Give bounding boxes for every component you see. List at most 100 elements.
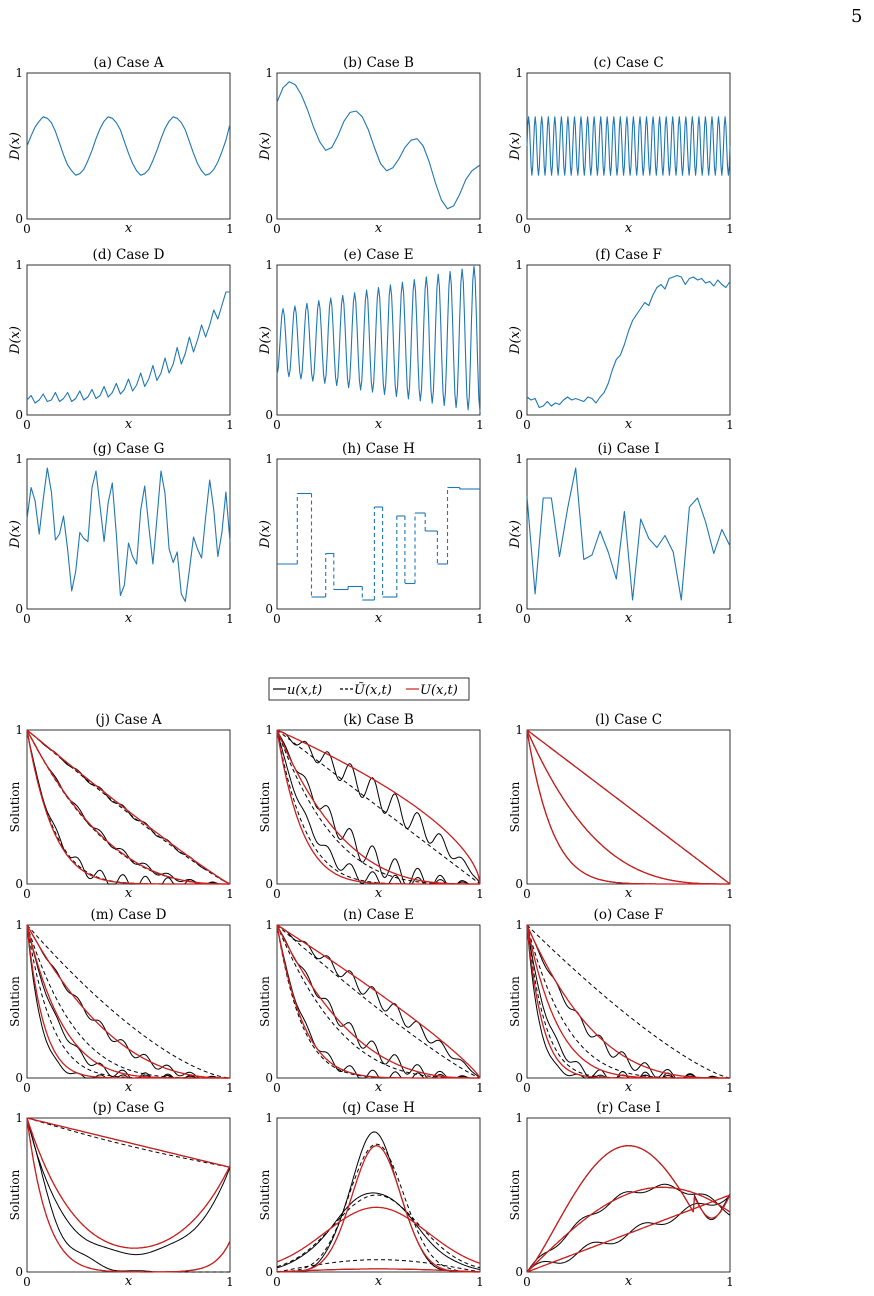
page-number: 5 bbox=[851, 6, 863, 27]
surrogate-curve bbox=[277, 1143, 480, 1273]
model-curve bbox=[26, 924, 230, 1079]
panel-title: (f) Case F bbox=[595, 247, 662, 263]
x-tick-label: 0 bbox=[273, 1275, 281, 1289]
y-tick-label: 1 bbox=[515, 723, 523, 737]
y-axis-label: Solution bbox=[508, 1169, 522, 1220]
x-tick-label: 1 bbox=[226, 887, 234, 901]
x-tick-label: 0 bbox=[23, 418, 31, 432]
y-axis-label: Solution bbox=[8, 781, 22, 832]
x-axis-label: x bbox=[375, 1274, 383, 1289]
x-axis-label: x bbox=[625, 886, 633, 901]
y-tick-label: 0 bbox=[15, 602, 23, 616]
y-axis-label: D(x) bbox=[8, 326, 23, 355]
x-axis-label: x bbox=[375, 417, 383, 432]
chart-panel: (i) Case I 0 1 0 1 x D(x) bbox=[508, 441, 734, 626]
panel-title: (p) Case G bbox=[93, 1100, 165, 1116]
x-tick-label: 1 bbox=[726, 222, 734, 236]
y-tick-label: 1 bbox=[265, 723, 273, 737]
y-tick-label: 1 bbox=[265, 258, 273, 272]
x-axis-label: x bbox=[625, 1080, 633, 1095]
panel-title: (h) Case H bbox=[342, 441, 415, 457]
x-tick-label: 0 bbox=[523, 1081, 531, 1095]
y-tick-label: 0 bbox=[15, 1265, 23, 1279]
x-tick-label: 1 bbox=[226, 1081, 234, 1095]
x-tick-label: 1 bbox=[476, 887, 484, 901]
diffusivity-line bbox=[526, 467, 731, 601]
y-tick-label: 0 bbox=[265, 877, 273, 891]
panel-title: (a) Case A bbox=[93, 55, 163, 71]
x-tick-label: 1 bbox=[226, 222, 234, 236]
x-tick-label: 0 bbox=[23, 1081, 31, 1095]
chart-panel: (b) Case B 0 1 0 1 x D(x) bbox=[258, 55, 484, 236]
chart-panel: (o) Case F 0 1 0 1 x Solution bbox=[508, 907, 734, 1095]
y-tick-label: 0 bbox=[15, 212, 23, 226]
x-tick-label: 1 bbox=[476, 418, 484, 432]
x-axis-label: x bbox=[125, 886, 133, 901]
surrogate-curve bbox=[276, 924, 481, 1079]
y-axis-label: Solution bbox=[258, 781, 272, 832]
y-tick-label: 1 bbox=[265, 918, 273, 932]
y-axis-label: D(x) bbox=[8, 520, 23, 549]
plot-frame bbox=[526, 458, 731, 610]
x-axis-label: x bbox=[125, 1080, 133, 1095]
chart-panel: (f) Case F 0 1 0 1 x D(x) bbox=[508, 247, 734, 432]
model-curve bbox=[526, 729, 730, 885]
chart-panel: (m) Case D 0 1 0 1 x Solution bbox=[8, 907, 234, 1095]
y-tick-label: 1 bbox=[265, 1111, 273, 1125]
panel-title: (o) Case F bbox=[594, 907, 664, 923]
model-curve bbox=[26, 1117, 231, 1168]
plot-frame bbox=[26, 72, 231, 220]
chart-panel: (e) Case E 0 1 0 1 x D(x) bbox=[258, 247, 484, 432]
y-tick-label: 1 bbox=[515, 66, 523, 80]
panel-title: (j) Case A bbox=[95, 712, 162, 728]
model-curve bbox=[276, 924, 480, 1079]
model-curve bbox=[26, 729, 230, 885]
chart-panel: (c) Case C 0 1 0 1 x D(x) bbox=[508, 55, 734, 236]
panel-title: (m) Case D bbox=[90, 907, 166, 923]
y-tick-label: 0 bbox=[515, 1265, 523, 1279]
y-tick-label: 0 bbox=[265, 408, 273, 422]
chart-panel: (n) Case E 0 1 0 1 x Solution bbox=[258, 907, 484, 1095]
surrogate-curve bbox=[526, 924, 730, 1079]
y-axis-label: D(x) bbox=[258, 132, 273, 161]
legend-box bbox=[268, 677, 470, 701]
panel-title: (b) Case B bbox=[343, 55, 414, 71]
y-tick-label: 0 bbox=[515, 877, 523, 891]
x-tick-label: 1 bbox=[226, 612, 234, 626]
y-axis-label: Solution bbox=[508, 976, 522, 1027]
x-tick-label: 1 bbox=[726, 887, 734, 901]
x-tick-label: 1 bbox=[726, 1081, 734, 1095]
reference-curve bbox=[276, 924, 481, 1079]
x-tick-label: 0 bbox=[273, 887, 281, 901]
chart-panel: (k) Case B 0 1 0 1 x Solution bbox=[258, 712, 484, 901]
panel-title: (q) Case H bbox=[342, 1100, 415, 1116]
plot-frame bbox=[276, 72, 481, 220]
x-tick-label: 1 bbox=[726, 612, 734, 626]
model-curve bbox=[26, 1117, 231, 1273]
panel-title: (l) Case C bbox=[595, 712, 662, 728]
plot-frame bbox=[26, 924, 231, 1079]
y-tick-label: 0 bbox=[15, 877, 23, 891]
legend-label: u(x,t) bbox=[287, 683, 322, 698]
x-tick-label: 0 bbox=[523, 887, 531, 901]
chart-panel: (r) Case I 0 1 0 1 x Solution bbox=[508, 1100, 734, 1289]
reference-curve bbox=[276, 729, 481, 885]
surrogate-curve bbox=[276, 1194, 481, 1269]
x-tick-label: 1 bbox=[226, 418, 234, 432]
diffusivity-line bbox=[526, 274, 731, 409]
model-curve bbox=[276, 924, 480, 1079]
y-tick-label: 0 bbox=[15, 1071, 23, 1085]
x-tick-label: 0 bbox=[23, 612, 31, 626]
y-axis-label: D(x) bbox=[508, 132, 523, 161]
x-axis-label: x bbox=[625, 1274, 633, 1289]
plot-frame bbox=[26, 458, 231, 610]
x-tick-label: 0 bbox=[273, 222, 281, 236]
y-axis-label: Solution bbox=[258, 976, 272, 1027]
y-axis-label: D(x) bbox=[258, 520, 273, 549]
y-tick-label: 0 bbox=[265, 212, 273, 226]
y-axis-label: Solution bbox=[8, 976, 22, 1027]
model-curve bbox=[526, 729, 730, 885]
model-curve bbox=[526, 1186, 731, 1273]
chart-panel: (a) Case A 0 1 0 1 x D(x) bbox=[8, 55, 234, 236]
diffusivity-line bbox=[526, 116, 731, 176]
